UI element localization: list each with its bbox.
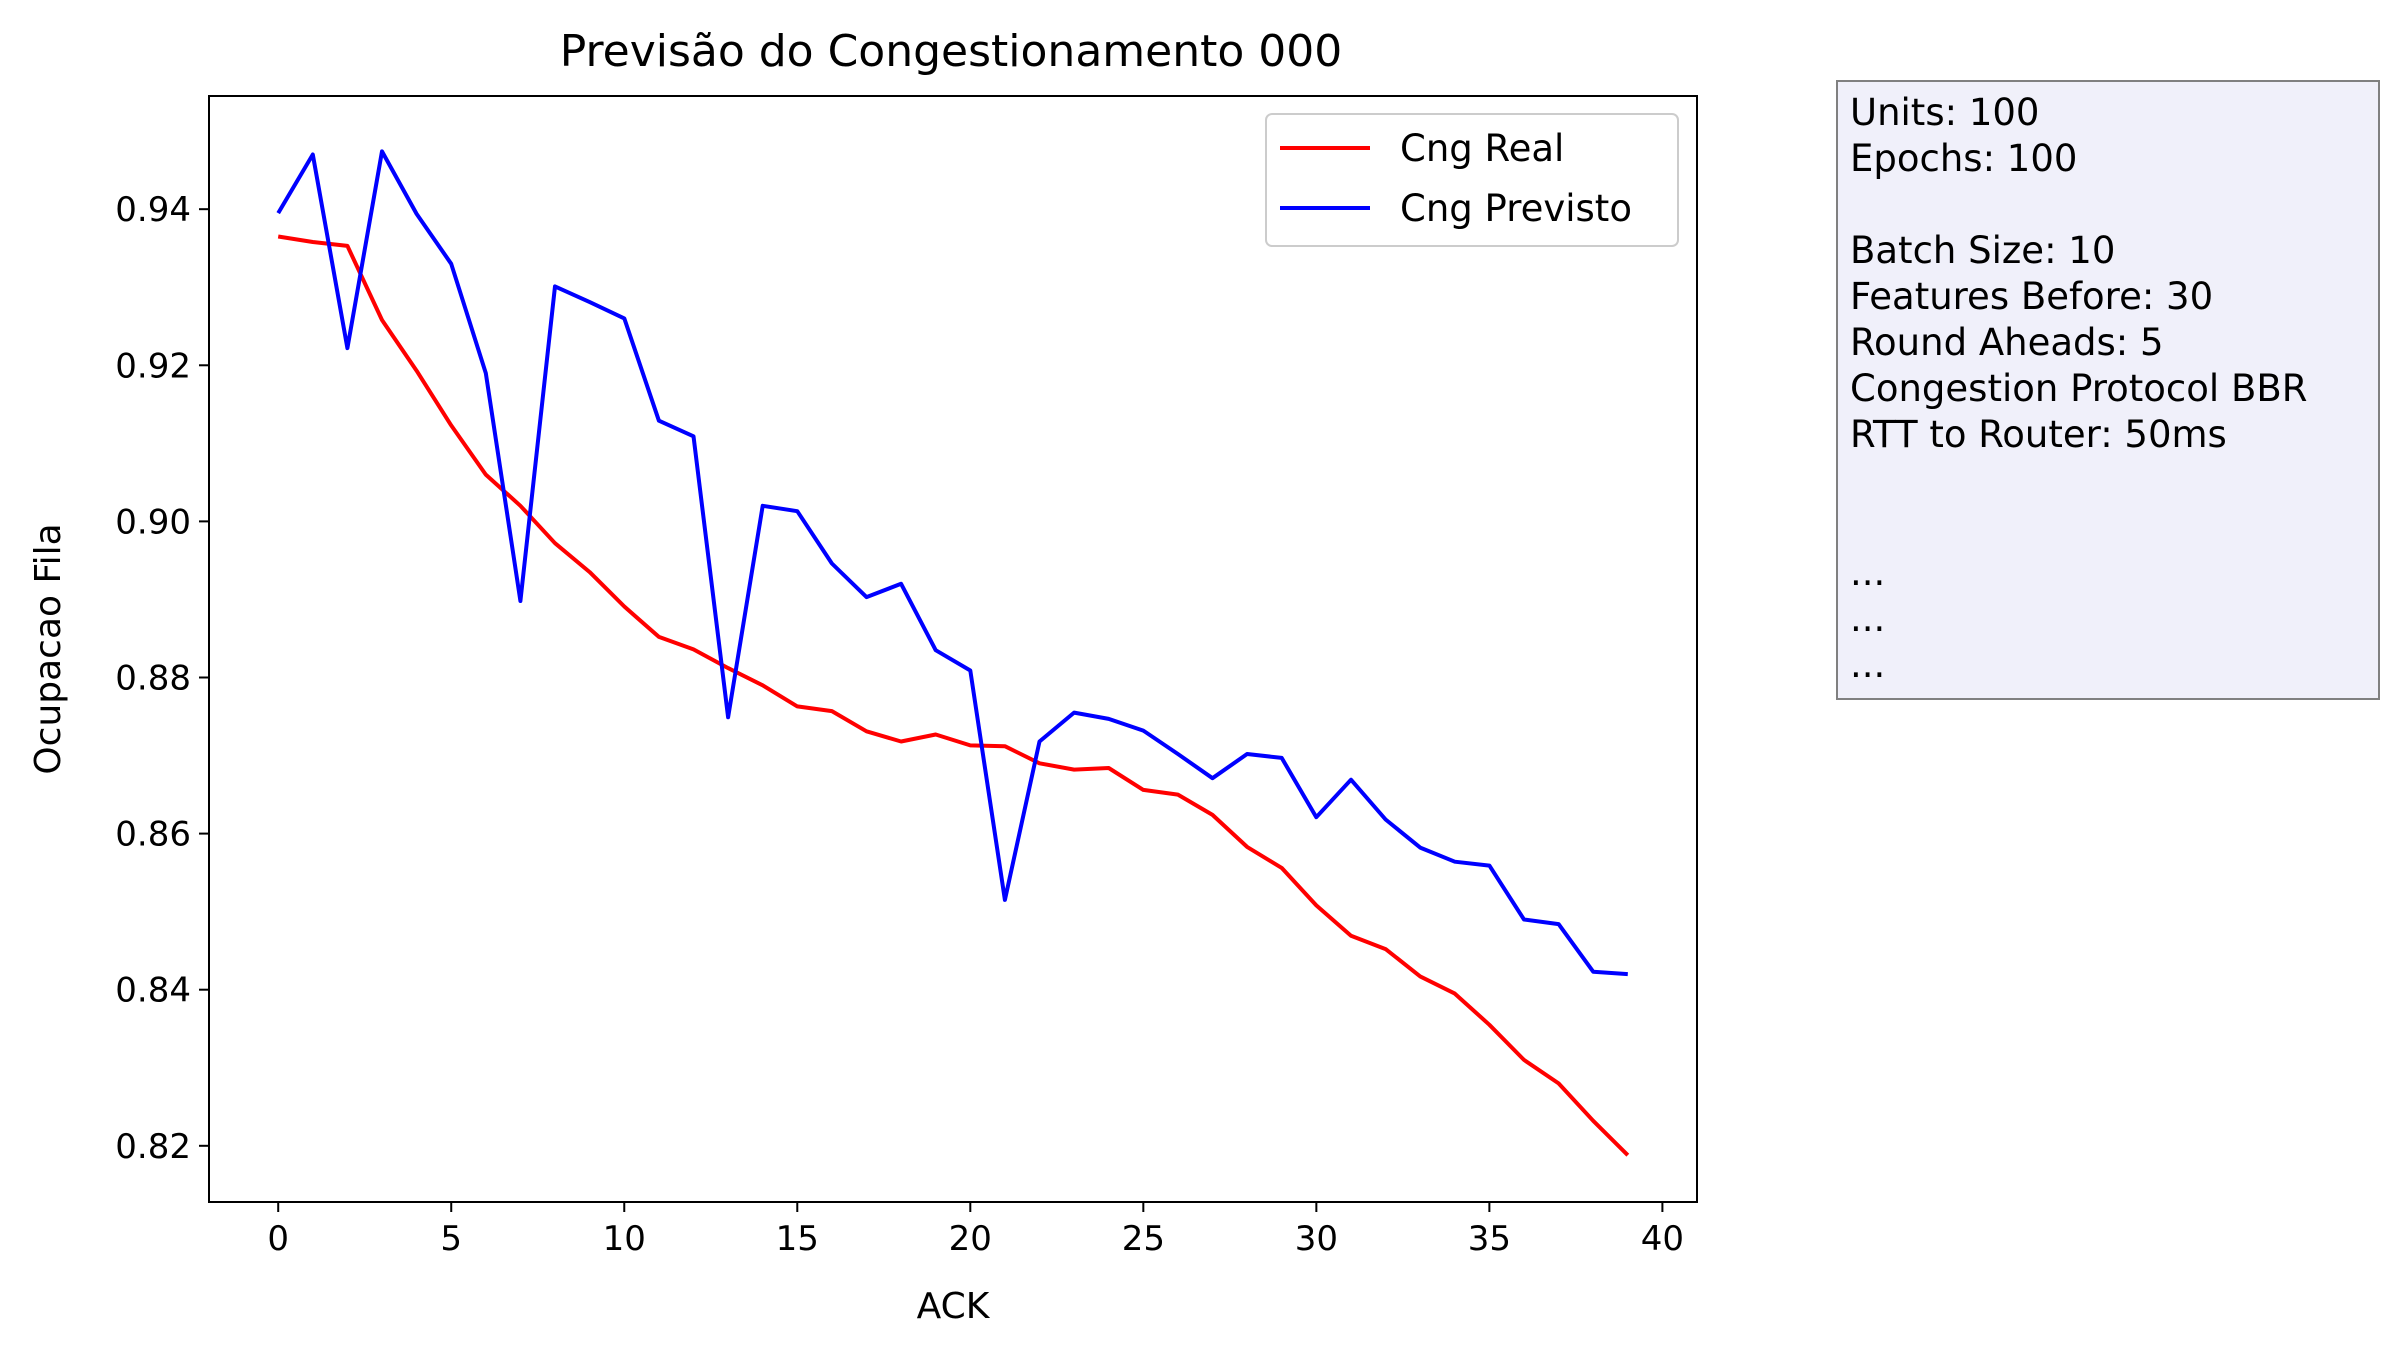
parameter-line: Round Aheads: 5: [1850, 321, 2164, 364]
x-tick-label: 0: [267, 1219, 289, 1259]
y-tick-label: 0.84: [115, 971, 191, 1011]
parameter-line: [1850, 182, 2366, 228]
parameter-line: Units: 100: [1850, 91, 2040, 134]
y-axis-label: Ocupacao Fila: [28, 523, 69, 774]
parameter-line: ...: [1850, 597, 1886, 640]
x-tick-label: 5: [440, 1219, 462, 1259]
parameter-line: [1850, 458, 2366, 504]
x-tick-label: 35: [1468, 1219, 1511, 1259]
parameter-line: Congestion Protocol BBR: [1850, 367, 2308, 410]
x-axis: 0 5 10 15 20 25 30 35 40: [267, 1202, 1684, 1259]
y-tick-label: 0.92: [115, 346, 191, 386]
x-tick-label: 40: [1641, 1219, 1684, 1259]
y-axis: 0.82 0.84 0.86 0.88 0.90 0.92 0.94: [115, 190, 209, 1167]
parameters-box: Units: 100 Epochs: 100 Batch Size: 10 Featu…: [1836, 80, 2380, 700]
x-tick-label: 20: [949, 1219, 992, 1259]
plot-area: [208, 95, 1698, 1203]
legend-label-cng-real: Cng Real: [1400, 127, 1564, 170]
parameter-line: [1850, 504, 2366, 550]
parameter-line: Epochs: 100: [1850, 137, 2078, 180]
parameter-line: ...: [1850, 643, 1886, 686]
y-tick-label: 0.90: [115, 502, 191, 542]
x-tick-label: 25: [1122, 1219, 1165, 1259]
chart-title: Previsão do Congestionamento 000: [560, 26, 1343, 77]
x-tick-label: 10: [603, 1219, 646, 1259]
parameter-line: Features Before: 30: [1850, 275, 2214, 318]
legend: Cng Real Cng Previsto: [1265, 113, 1679, 247]
parameter-line: ...: [1850, 551, 1886, 594]
y-tick-label: 0.86: [115, 815, 191, 855]
series-line-cng-previsto: [276, 149, 1628, 977]
y-tick-label: 0.94: [115, 190, 191, 230]
y-tick-label: 0.82: [115, 1127, 191, 1167]
series-layer: [276, 149, 1630, 1157]
x-axis-label: ACK: [917, 1286, 991, 1327]
x-tick-label: 30: [1295, 1219, 1338, 1259]
y-tick-label: 0.88: [115, 658, 191, 698]
x-tick-label: 15: [776, 1219, 819, 1259]
parameter-line: Batch Size: 10: [1850, 229, 2116, 272]
legend-label-cng-previsto: Cng Previsto: [1400, 187, 1632, 230]
parameter-line: RTT to Router: 50ms: [1850, 413, 2227, 456]
